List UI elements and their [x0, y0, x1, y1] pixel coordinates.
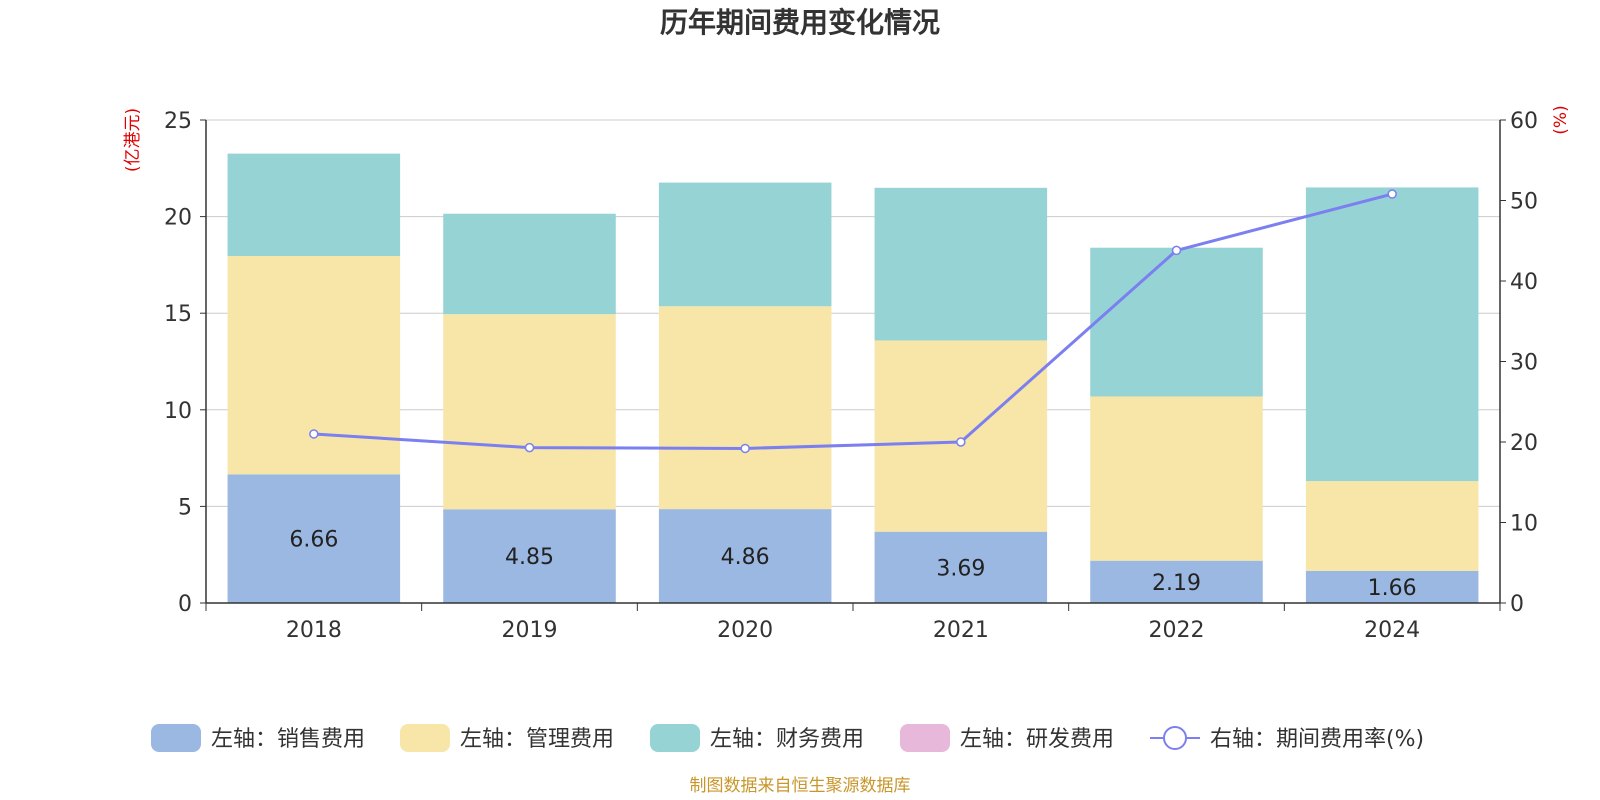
- x-axis-tick-label: 2018: [286, 618, 342, 643]
- bar-data-label: 4.86: [721, 545, 770, 570]
- bar-data-label: 4.85: [505, 545, 554, 570]
- bar-segment: [1090, 560, 1263, 603]
- legend-swatch: [151, 724, 201, 752]
- source-note: 制图数据来自恒生聚源数据库: [690, 776, 911, 796]
- left-axis-tick-label: 20: [164, 206, 192, 231]
- right-axis-tick-label: 40: [1510, 270, 1538, 295]
- rate-point: [1387, 189, 1397, 199]
- bar-segment: [874, 187, 1048, 341]
- right-axis-tick-label: 20: [1510, 431, 1538, 456]
- legend-label: 左轴：销售费用: [211, 727, 365, 752]
- bar-segment: [443, 314, 616, 510]
- bar-segment: [227, 153, 401, 257]
- x-axis-tick-label: 2021: [933, 618, 989, 643]
- bar-segment: [1305, 481, 1479, 571]
- right-axis-tick-label: 30: [1510, 351, 1538, 376]
- bar-data-label: 3.69: [936, 556, 985, 581]
- bar-segment: [1090, 247, 1263, 397]
- bar-segment: [1305, 570, 1479, 603]
- legend-marker: [1163, 726, 1187, 750]
- bar-segment: [658, 182, 832, 307]
- right-axis-tick-label: 0: [1510, 592, 1524, 617]
- rate-point: [740, 443, 750, 454]
- x-axis-tick-label: 2022: [1149, 618, 1205, 643]
- gridlines: [206, 119, 1500, 507]
- bar-data-label: 2.19: [1152, 571, 1201, 596]
- right-axis-unit: (%): [1551, 105, 1571, 134]
- left-axis-tick-label: 5: [178, 495, 192, 520]
- rate-line-series: [309, 189, 1397, 454]
- bar-segment: [1090, 396, 1263, 561]
- right-axis-tick-label: 10: [1510, 512, 1538, 537]
- right-axis-tick-label: 50: [1510, 190, 1538, 215]
- left-axis-unit: (亿港元): [123, 108, 143, 172]
- bar-data-label: 1.66: [1368, 576, 1417, 601]
- rate-point: [956, 437, 966, 447]
- legend-label: 左轴：研发费用: [960, 727, 1114, 752]
- left-axis-tick-label: 25: [164, 109, 192, 134]
- bar-segment: [874, 531, 1048, 603]
- bar-data-label: 6.66: [289, 528, 338, 553]
- left-axis-tick-label: 0: [178, 592, 192, 617]
- legend-label: 右轴：期间费用率(%): [1210, 727, 1424, 752]
- legend-swatch: [650, 724, 700, 752]
- legend: 左轴：销售费用 左轴：管理费用 左轴：财务费用 左轴：研发费用 右轴：期间费用率(%): [151, 724, 1424, 752]
- bar-segment: [227, 474, 401, 603]
- legend-swatch: [900, 724, 950, 752]
- rate-point: [309, 429, 319, 439]
- bar-segment: [658, 509, 832, 603]
- bar-segment: [443, 213, 616, 315]
- left-axis-tick-label: 10: [164, 399, 192, 424]
- left-axis-tick-label: 15: [164, 302, 192, 327]
- x-axis-tick-label: 2020: [717, 618, 773, 643]
- rate-point: [1171, 245, 1182, 256]
- bar-segment: [658, 306, 832, 510]
- x-axis-tick-label: 2024: [1364, 618, 1420, 643]
- legend-label: 左轴：管理费用: [460, 727, 614, 752]
- rate-line: [313, 192, 1393, 450]
- right-axis-tick-label: 60: [1510, 109, 1538, 134]
- legend-swatch: [400, 724, 450, 752]
- bar-segment: [1305, 187, 1479, 482]
- chart-title: 历年期间费用变化情况: [660, 6, 940, 39]
- legend-label: 左轴：财务费用: [710, 727, 864, 752]
- x-axis-tick-label: 2019: [502, 618, 558, 643]
- bar-segment: [443, 509, 616, 603]
- bar-segment: [874, 340, 1048, 532]
- rate-point: [524, 442, 535, 453]
- axes: 0 5 10 15 20 25 0 10 20 30 40 50 60 2018 2019 2020 2021 2…: [164, 109, 1538, 643]
- bar-segment: [227, 256, 401, 475]
